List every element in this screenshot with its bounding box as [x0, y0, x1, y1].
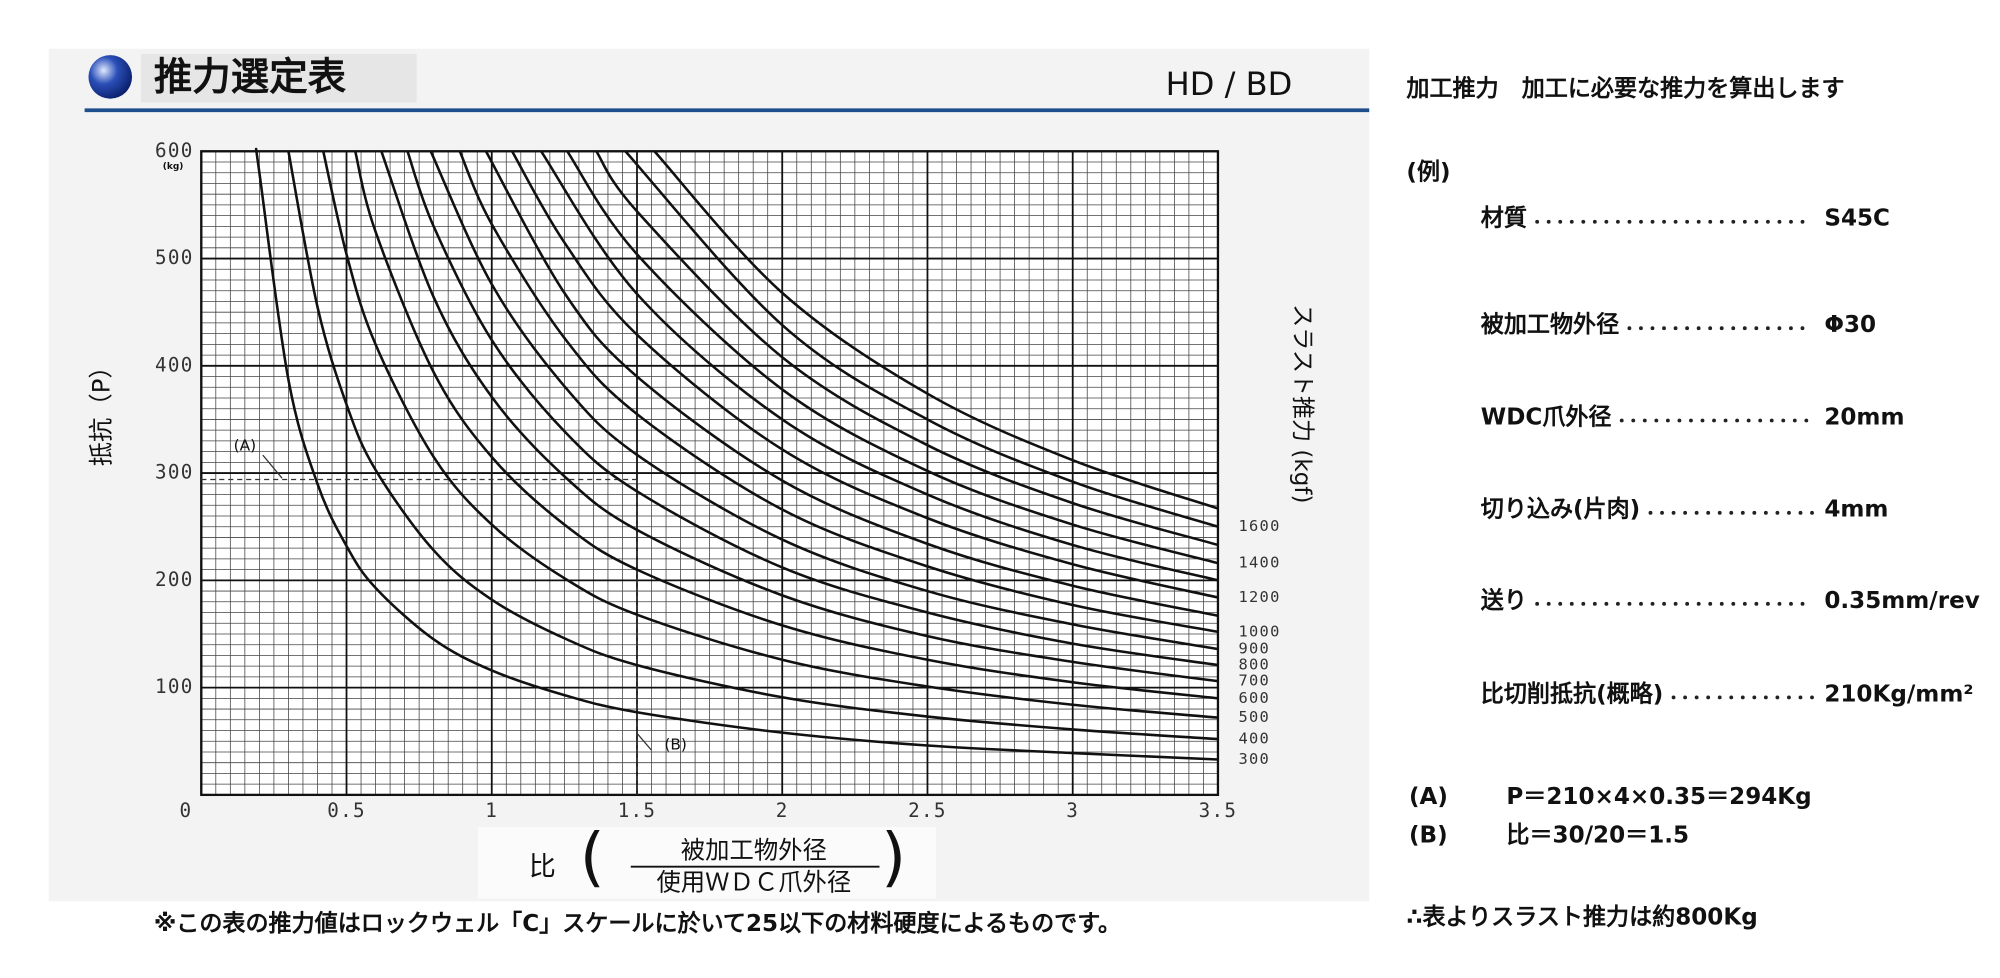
curve-label: 500: [1238, 708, 1270, 726]
x-tick-label: 3: [1066, 799, 1079, 822]
y-tick-label: 100: [155, 675, 194, 698]
item-value: 20mm: [1824, 404, 1904, 430]
thrust-curve: [624, 150, 1219, 528]
leader-b: [636, 732, 652, 751]
thrust-curve: [254, 147, 1219, 761]
x-tick-label: 3.5: [1199, 799, 1238, 822]
y-tick-label: 200: [155, 568, 194, 591]
thrust-curve: [429, 150, 1219, 651]
curve-label: 800: [1238, 656, 1270, 674]
x-tick-label: 0.5: [327, 799, 366, 822]
curve-label: 400: [1238, 730, 1270, 748]
result-text: 比＝30/20＝1.5: [1506, 822, 1689, 848]
y-unit: (kg): [163, 162, 184, 172]
leader-a: [262, 454, 283, 479]
curve-label: 900: [1238, 639, 1270, 657]
title: 推力選定表: [154, 55, 347, 100]
y-tick-label: 300: [155, 461, 194, 484]
thrust-curve: [510, 150, 1219, 599]
curve-label: 600: [1238, 689, 1270, 707]
x-tick-label: 0: [179, 799, 192, 822]
x-tick-label: 2: [776, 799, 789, 822]
curve-label: 1000: [1238, 622, 1280, 640]
result-tag: (B): [1409, 822, 1448, 848]
title-icon: [88, 55, 133, 99]
y-tick-label: 500: [155, 246, 194, 269]
curve-label: 1600: [1238, 517, 1280, 535]
thrust-curve: [458, 150, 1219, 634]
thrust-curve: [595, 150, 1219, 547]
x-label-box: [478, 826, 936, 899]
paren-left: (: [580, 821, 605, 895]
y2-axis-label: スラスト推力 (kgf): [1289, 304, 1315, 503]
curve-label: 1400: [1238, 554, 1280, 572]
annotation-b: (B): [664, 735, 687, 753]
thrust-curve: [484, 150, 1219, 617]
title-band: [141, 53, 417, 103]
item-label: WDC爪外径: [1481, 403, 1612, 430]
x-label-prefix: 比: [529, 851, 556, 882]
result-text: P＝210×4×0.35＝294Kg: [1506, 784, 1811, 810]
paren-right: ): [881, 821, 906, 895]
curve-label: 700: [1238, 672, 1270, 690]
y-axis-label: 抵抗（P）: [87, 354, 116, 466]
thrust-curve: [566, 150, 1219, 565]
conclusion: ∴表よりスラスト推力は約800Kg: [1406, 903, 1757, 930]
curve-label: 300: [1238, 750, 1270, 768]
item-value: 0.35mm/rev: [1824, 588, 1979, 614]
thrust-curve: [287, 151, 1219, 741]
item-label: 被加工物外径: [1481, 311, 1619, 338]
thrust-curve: [322, 150, 1219, 719]
thrust-curve: [540, 150, 1219, 582]
thrust-curve: [653, 150, 1219, 510]
x-tick-label: 1.5: [618, 799, 657, 822]
y-tick-label: 400: [155, 353, 194, 376]
thrust-curve: [353, 150, 1219, 700]
y-tick-label: 600: [155, 139, 194, 162]
item-label: 切り込み(片肉): [1481, 497, 1640, 523]
thrust-curve: [380, 150, 1219, 683]
result-tag: (A): [1409, 784, 1448, 810]
model: HD / BD: [1166, 65, 1293, 103]
example-label: (例): [1406, 160, 1450, 186]
footnote: ※この表の推力値はロックウェル「C」スケールに於いて25以下の材料硬度によるもの…: [154, 910, 1121, 937]
thrust-curve: [406, 150, 1219, 667]
item-label: 材質: [1481, 206, 1527, 232]
annotation-a: (A): [234, 437, 257, 455]
item-value: Φ30: [1824, 312, 1876, 338]
item-value: S45C: [1824, 206, 1890, 232]
item-label: 比切削抵抗(概略): [1481, 680, 1664, 707]
item-value: 4mm: [1824, 497, 1888, 523]
curve-label: 1200: [1238, 588, 1280, 606]
item-value: 210Kg/mm²: [1824, 681, 1973, 707]
x-tick-label: 1: [485, 799, 498, 822]
item-label: 送り: [1481, 587, 1527, 614]
x-tick-label: 2.5: [908, 799, 947, 822]
panel-heading: 加工推力 加工に必要な推力を算出します: [1405, 75, 1844, 102]
plot-border: [200, 150, 1220, 797]
x-label-numerator: 被加工物外径: [681, 835, 827, 864]
x-label-denominator: 使用ＷＤＣ爪外径: [656, 867, 851, 896]
